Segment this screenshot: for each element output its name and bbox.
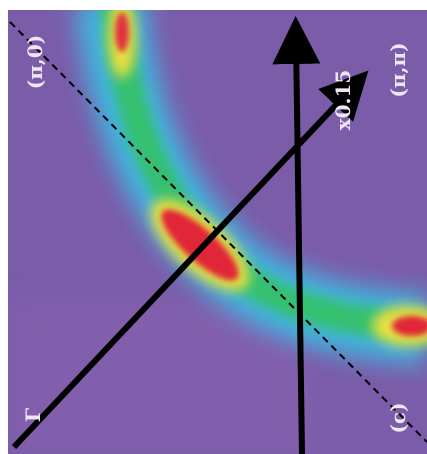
label-panel: (c): [386, 402, 410, 433]
label-gamma: Γ: [21, 408, 45, 422]
label-pi-0: (π,0): [23, 35, 47, 89]
label-pi-pi: (π,π): [386, 42, 410, 97]
label-doping: x0.15: [331, 70, 355, 131]
spot-top-core: [115, 12, 129, 52]
fermi-surface-map: (π,0) x0.15 (π,π) Γ (c): [0, 0, 427, 454]
page: (π,0) x0.15 (π,π) Γ (c) (() => { const d…: [0, 0, 427, 454]
